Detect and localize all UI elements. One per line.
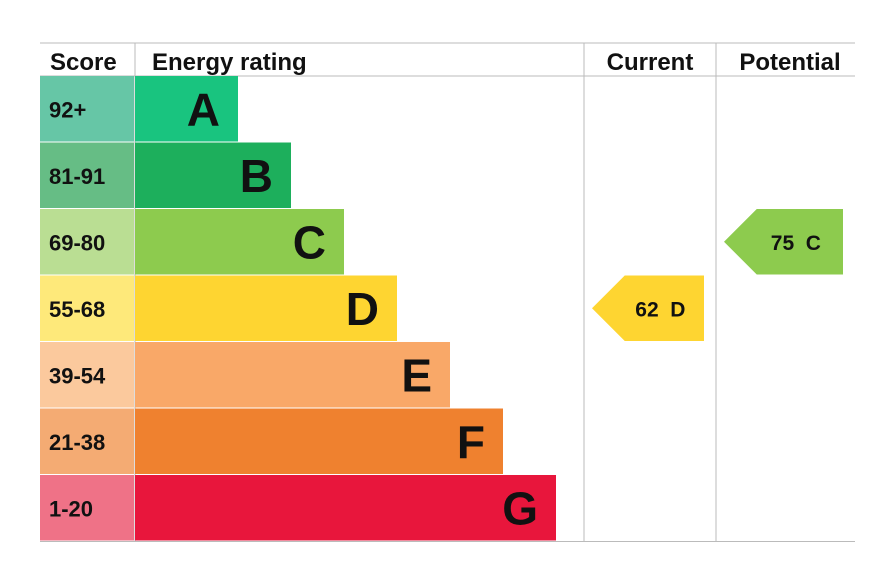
rating-letter-f: F (457, 416, 485, 468)
score-label-f: 21-38 (49, 430, 105, 455)
potential-rating-arrow (724, 209, 843, 275)
rating-band-e: 39-54 E (40, 342, 450, 408)
score-cell-f (40, 408, 134, 474)
rating-letter-b: B (240, 150, 273, 202)
score-cell-g (40, 475, 134, 541)
rating-band-c: 69-80 C (40, 209, 344, 275)
score-label-a: 92+ (49, 97, 86, 122)
score-label-g: 1-20 (49, 496, 93, 521)
rating-band-d: 55-68 D (40, 275, 397, 341)
current-rating-label: 62 D (635, 298, 685, 321)
current-rating: 62 D (592, 275, 704, 341)
score-cell-e (40, 342, 134, 408)
score-cell-d (40, 275, 134, 341)
header-current: Current (607, 49, 694, 76)
score-label-e: 39-54 (49, 363, 106, 388)
potential-rating: 75 C (724, 209, 843, 275)
rating-band-f: 21-38 F (40, 408, 503, 474)
rating-band-b: 81-91 B (40, 142, 291, 208)
rating-bands: 92+ A 81-91 B 69-80 C 55-68 D 39-54 E 21-38 F 1-20 G (40, 76, 556, 541)
header-potential: Potential (739, 49, 840, 76)
rating-bar-e (135, 342, 450, 408)
score-cell-a (40, 76, 134, 142)
rating-letter-a: A (187, 83, 220, 135)
rating-bar-g (135, 475, 556, 541)
rating-band-a: 92+ A (40, 76, 238, 142)
score-label-c: 69-80 (49, 230, 105, 255)
header-energy-rating: Energy rating (152, 49, 307, 76)
rating-bar-c (135, 209, 344, 275)
header-score: Score (50, 49, 117, 76)
rating-bar-a (135, 76, 238, 142)
rating-bar-b (135, 142, 291, 208)
rating-band-g: 1-20 G (40, 475, 556, 541)
rating-letter-g: G (502, 482, 538, 534)
score-label-d: 55-68 (49, 297, 105, 322)
rating-letter-d: D (346, 283, 379, 335)
score-cell-b (40, 142, 134, 208)
score-cell-c (40, 209, 134, 275)
rating-bar-d (135, 275, 397, 341)
rating-bar-f (135, 408, 503, 474)
score-label-b: 81-91 (49, 164, 105, 189)
rating-letter-c: C (293, 216, 326, 268)
current-rating-arrow (592, 275, 704, 341)
rating-indicators: 62 D 75 C (592, 209, 843, 341)
rating-letter-e: E (401, 349, 432, 401)
potential-rating-label: 75 C (771, 232, 821, 255)
